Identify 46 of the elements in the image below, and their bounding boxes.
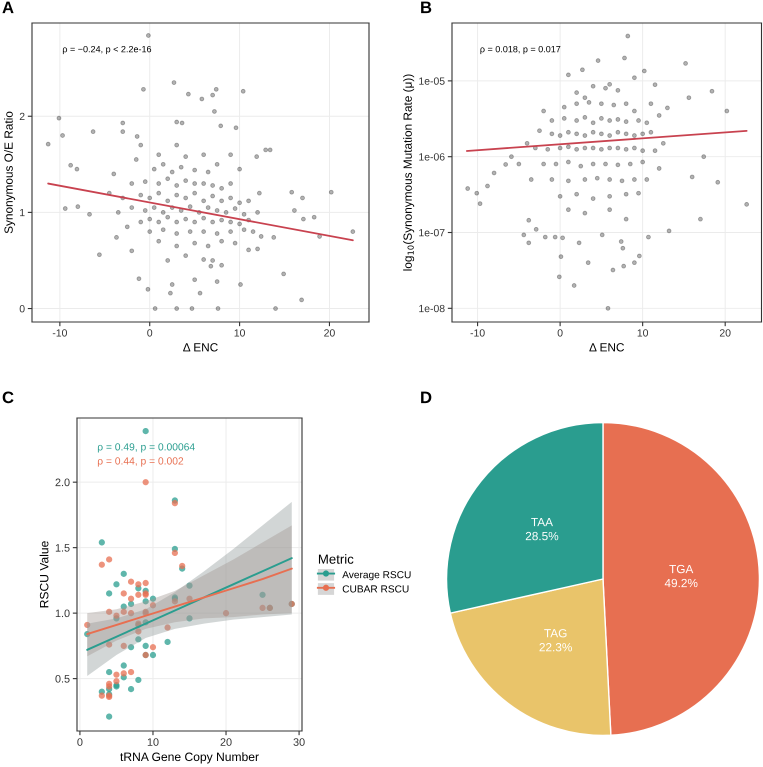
x-tick-label: 0 [558, 329, 563, 337]
slice-label: TGA [669, 564, 694, 574]
y-tick-label: 1.0 [56, 609, 70, 618]
data-label: 28.5% [526, 532, 558, 540]
x-axis-title: tRNA Gene Copy Number [120, 752, 259, 764]
annotation: ρ = −0.24, p < 2.2e-16 [62, 46, 152, 54]
y-axis-title: Synonymous O/E Ratio [4, 112, 16, 234]
x-axis-title: Δ ENC [589, 343, 624, 352]
x-tick-label: 0 [147, 329, 152, 337]
x-axis-title: Δ ENC [183, 343, 218, 352]
y-tick-label: 1e-07 [419, 229, 445, 236]
legend-label: CUBAR RSCU [342, 585, 408, 593]
y-tick-label: 1e-05 [419, 77, 445, 85]
y-tick-label: 1.5 [56, 544, 70, 552]
chart-title: C [2, 391, 14, 404]
annotation: ρ = 0.44, p = 0.002 [98, 457, 184, 467]
y-tick-label: 2.0 [56, 478, 70, 486]
x-tick-label: 10 [234, 329, 245, 337]
x-tick-label: -10 [470, 329, 485, 337]
x-tick-label: 20 [324, 329, 335, 337]
slice-label: TAA [531, 518, 553, 526]
y-tick-label: 0 [20, 305, 25, 312]
slice-label: TAG [544, 629, 566, 638]
x-tick-label: 20 [720, 329, 731, 337]
annotation: ρ = 0.49, p = 0.00064 [98, 443, 195, 453]
y-tick-label: 1 [20, 209, 25, 216]
x-tick-label: 20 [220, 738, 232, 746]
y-tick-label: 1e-06 [419, 153, 445, 161]
y-tick-label: 2 [20, 112, 25, 120]
x-tick-label: -10 [52, 329, 67, 337]
y-tick-label: 0.5 [55, 674, 70, 683]
x-tick-label: 30 [293, 738, 305, 746]
data-label: 49.2% [664, 578, 698, 588]
annotation: ρ = 0.018, p = 0.017 [480, 46, 560, 54]
legend-title: Metric [318, 554, 354, 564]
x-tick-label: 10 [148, 738, 159, 746]
x-tick-label: 10 [638, 329, 648, 337]
y-tick-label: 1e-08 [419, 304, 445, 312]
data-label: 22.3% [540, 643, 572, 652]
y-axis-title: log$_{10}$(Synonymous Mutation Rate (μ)) [403, 74, 414, 271]
legend-label: Average RSCU [342, 571, 411, 580]
chart-title: A [2, 2, 14, 14]
chart-title: B [421, 2, 432, 14]
y-axis-title: RSCU Value [40, 541, 48, 608]
chart-title: D [421, 392, 432, 404]
x-tick-label: 0 [77, 738, 83, 746]
